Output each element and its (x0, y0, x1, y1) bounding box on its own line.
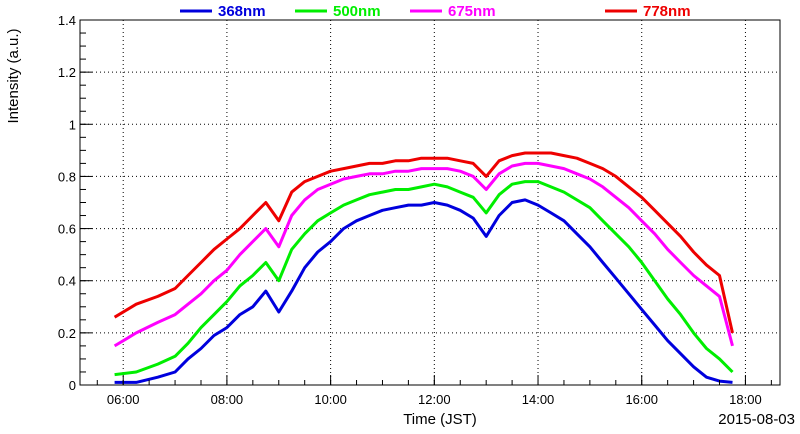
legend: 368nm 500nm 675nm 778nm (180, 3, 691, 20)
y-tick-label: 1.2 (58, 65, 76, 80)
y-tick-label: 0.6 (58, 222, 76, 237)
legend-label: 500nm (333, 3, 381, 20)
x-tick-label: 16:00 (625, 392, 658, 407)
x-tick-label: 18:00 (729, 392, 762, 407)
y-axis-title: Intensity (a.u.) (5, 28, 22, 123)
x-axis-title: Time (JST) (403, 411, 477, 428)
y-tick-label: 0.2 (58, 326, 76, 341)
x-tick-label: 10:00 (314, 392, 347, 407)
y-tick-label: 0.8 (58, 169, 76, 184)
date-label: 2015-08-03 (718, 411, 795, 428)
x-tick-label: 12:00 (418, 392, 451, 407)
legend-label: 675nm (448, 3, 496, 20)
series-line-778nm (113, 151, 734, 334)
y-tick-label: 0.4 (58, 274, 76, 289)
series-layer (113, 151, 734, 384)
series-line-368nm (114, 198, 733, 384)
y-tick-label: 1.4 (58, 13, 76, 28)
x-tick-label: 06:00 (107, 392, 140, 407)
y-tick-label: 1 (69, 117, 76, 132)
series-line-500nm (114, 180, 734, 377)
x-tick-label: 14:00 (522, 392, 555, 407)
legend-label: 368nm (218, 3, 266, 20)
series-line-675nm (113, 161, 734, 348)
tick-layer: 06:00 08:00 10:00 12:00 14:00 16:00 18:00 0 0.2 0… (58, 13, 772, 407)
x-tick-label: 08:00 (211, 392, 244, 407)
y-tick-label: 0 (69, 378, 76, 393)
legend-label: 778nm (643, 3, 691, 20)
